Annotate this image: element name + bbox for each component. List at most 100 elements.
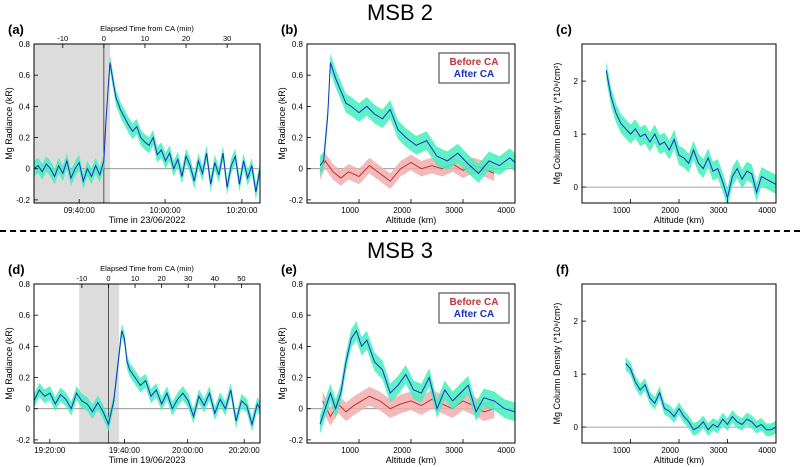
row-title-msb2: MSB 2	[366, 0, 434, 25]
uncertainty-band-after	[34, 323, 260, 432]
top-tick-label: 20	[157, 274, 165, 283]
y-axis-label: Mg Radiance (kR)	[4, 87, 14, 160]
top-tick-label: 0	[102, 34, 106, 43]
y-tick-label: -0.2	[16, 436, 30, 445]
x-tick-label: 4000	[497, 446, 515, 455]
panel-label: (c)	[556, 22, 572, 37]
y-tick-label: 0.4	[19, 102, 31, 111]
x-axis-label: Altitude (km)	[654, 455, 705, 465]
x-tick-label: 3000	[710, 206, 728, 215]
plot-frame	[33, 43, 261, 204]
y-tick-label: 0	[26, 165, 31, 174]
series-line-before	[319, 159, 495, 182]
y-tick-label: 0	[299, 405, 304, 414]
series-line-before	[322, 395, 495, 418]
row-title-msb3: MSB 3	[366, 238, 434, 263]
y-tick-label: 0.2	[19, 134, 31, 143]
y-tick-label: 0.8	[292, 40, 304, 49]
x-axis-label: Time in 19/06/2023	[109, 455, 186, 465]
uncertainty-band-after	[320, 53, 515, 183]
series-line-after	[605, 70, 776, 200]
time-tick-label: 10:00:00	[150, 206, 182, 215]
y-tick-label: 0.8	[19, 280, 31, 289]
top-tick-label: 10	[141, 34, 149, 43]
y-tick-label: 0.6	[19, 311, 31, 320]
panel-label: (d)	[8, 262, 25, 277]
y-axis-label: Mg Column Density (*10⁹/cm²)	[552, 63, 562, 185]
y-tick-label: 2	[574, 317, 579, 326]
x-tick-label: 2000	[661, 446, 679, 455]
y-tick-label: 0.4	[292, 102, 304, 111]
top-tick-label: 30	[184, 274, 192, 283]
x-tick-label: 3000	[445, 206, 463, 215]
y-tick-label: 0.2	[292, 134, 304, 143]
plot-frame	[33, 283, 261, 444]
series-line-after	[319, 329, 515, 425]
y-tick-label: 1	[574, 370, 579, 379]
x-axis-label: Altitude (km)	[386, 455, 437, 465]
panel-label: (b)	[281, 22, 298, 37]
legend-entry: After CA	[454, 309, 495, 320]
x-tick-label: 4000	[758, 446, 776, 455]
series-line-after	[319, 62, 515, 175]
y-tick-label: -0.2	[289, 196, 303, 205]
time-tick-label: 20:00:00	[172, 446, 204, 455]
x-tick-label: 4000	[497, 206, 515, 215]
top-tick-label: 20	[182, 34, 190, 43]
y-axis-label: Mg Radiance (kR)	[4, 327, 14, 400]
y-tick-label: 1	[574, 130, 579, 139]
y-tick-label: 0.2	[292, 374, 304, 383]
y-axis-label: Mg Column Density (*10⁹/cm²)	[552, 303, 562, 425]
top-axis-label: Elapsed Time from CA (min)	[100, 264, 194, 273]
x-tick-label: 1000	[613, 206, 631, 215]
legend-entry: Before CA	[450, 57, 499, 68]
y-tick-label: 0.4	[292, 342, 304, 351]
top-tick-label: 50	[237, 274, 245, 283]
time-tick-label: 09:40:00	[64, 206, 96, 215]
top-tick-label: 10	[131, 274, 139, 283]
time-tick-label: 10:20:00	[226, 206, 258, 215]
uncertainty-band-after	[606, 60, 776, 203]
top-tick-label: -10	[57, 34, 68, 43]
x-tick-label: 4000	[758, 206, 776, 215]
x-tick-label: 1000	[613, 446, 631, 455]
x-tick-label: 3000	[445, 446, 463, 455]
y-tick-label: 0	[574, 423, 579, 432]
legend-entry: Before CA	[450, 297, 499, 308]
y-axis-label: Mg Radiance (kR)	[277, 327, 287, 400]
series-line-after	[34, 62, 260, 193]
x-axis-label: Altitude (km)	[654, 215, 705, 225]
row-divider	[0, 230, 800, 232]
y-tick-label: 0.8	[292, 280, 304, 289]
x-tick-label: 2000	[661, 206, 679, 215]
legend-entry: After CA	[454, 69, 495, 80]
x-tick-label: 1000	[341, 206, 359, 215]
x-tick-label: 3000	[710, 446, 728, 455]
y-axis-label: Mg Radiance (kR)	[277, 87, 287, 160]
x-tick-label: 1000	[341, 446, 359, 455]
uncertainty-band-before	[322, 386, 495, 426]
series-line-after	[625, 363, 776, 431]
y-tick-label: 0.6	[292, 311, 304, 320]
series-line-after	[34, 330, 260, 427]
y-tick-label: -0.2	[289, 436, 303, 445]
time-tick-label: 20:20:00	[229, 446, 261, 455]
uncertainty-band-after	[34, 54, 260, 200]
time-tick-label: 19:40:00	[109, 446, 141, 455]
legend-box	[438, 292, 510, 324]
legend-box	[438, 52, 510, 84]
panel-label: (f)	[556, 262, 569, 277]
y-tick-label: 0.6	[292, 71, 304, 80]
y-tick-label: 0	[26, 405, 31, 414]
top-axis-label: Elapsed Time from CA (min)	[100, 24, 194, 33]
y-tick-label: 0.4	[19, 342, 31, 351]
shaded-region	[79, 284, 120, 443]
time-tick-label: 19:20:00	[34, 446, 66, 455]
top-tick-label: -10	[76, 274, 87, 283]
y-tick-label: 0.8	[19, 40, 31, 49]
top-tick-label: 40	[211, 274, 219, 283]
y-tick-label: -0.2	[16, 196, 30, 205]
x-axis-label: Time in 23/06/2022	[109, 215, 186, 225]
